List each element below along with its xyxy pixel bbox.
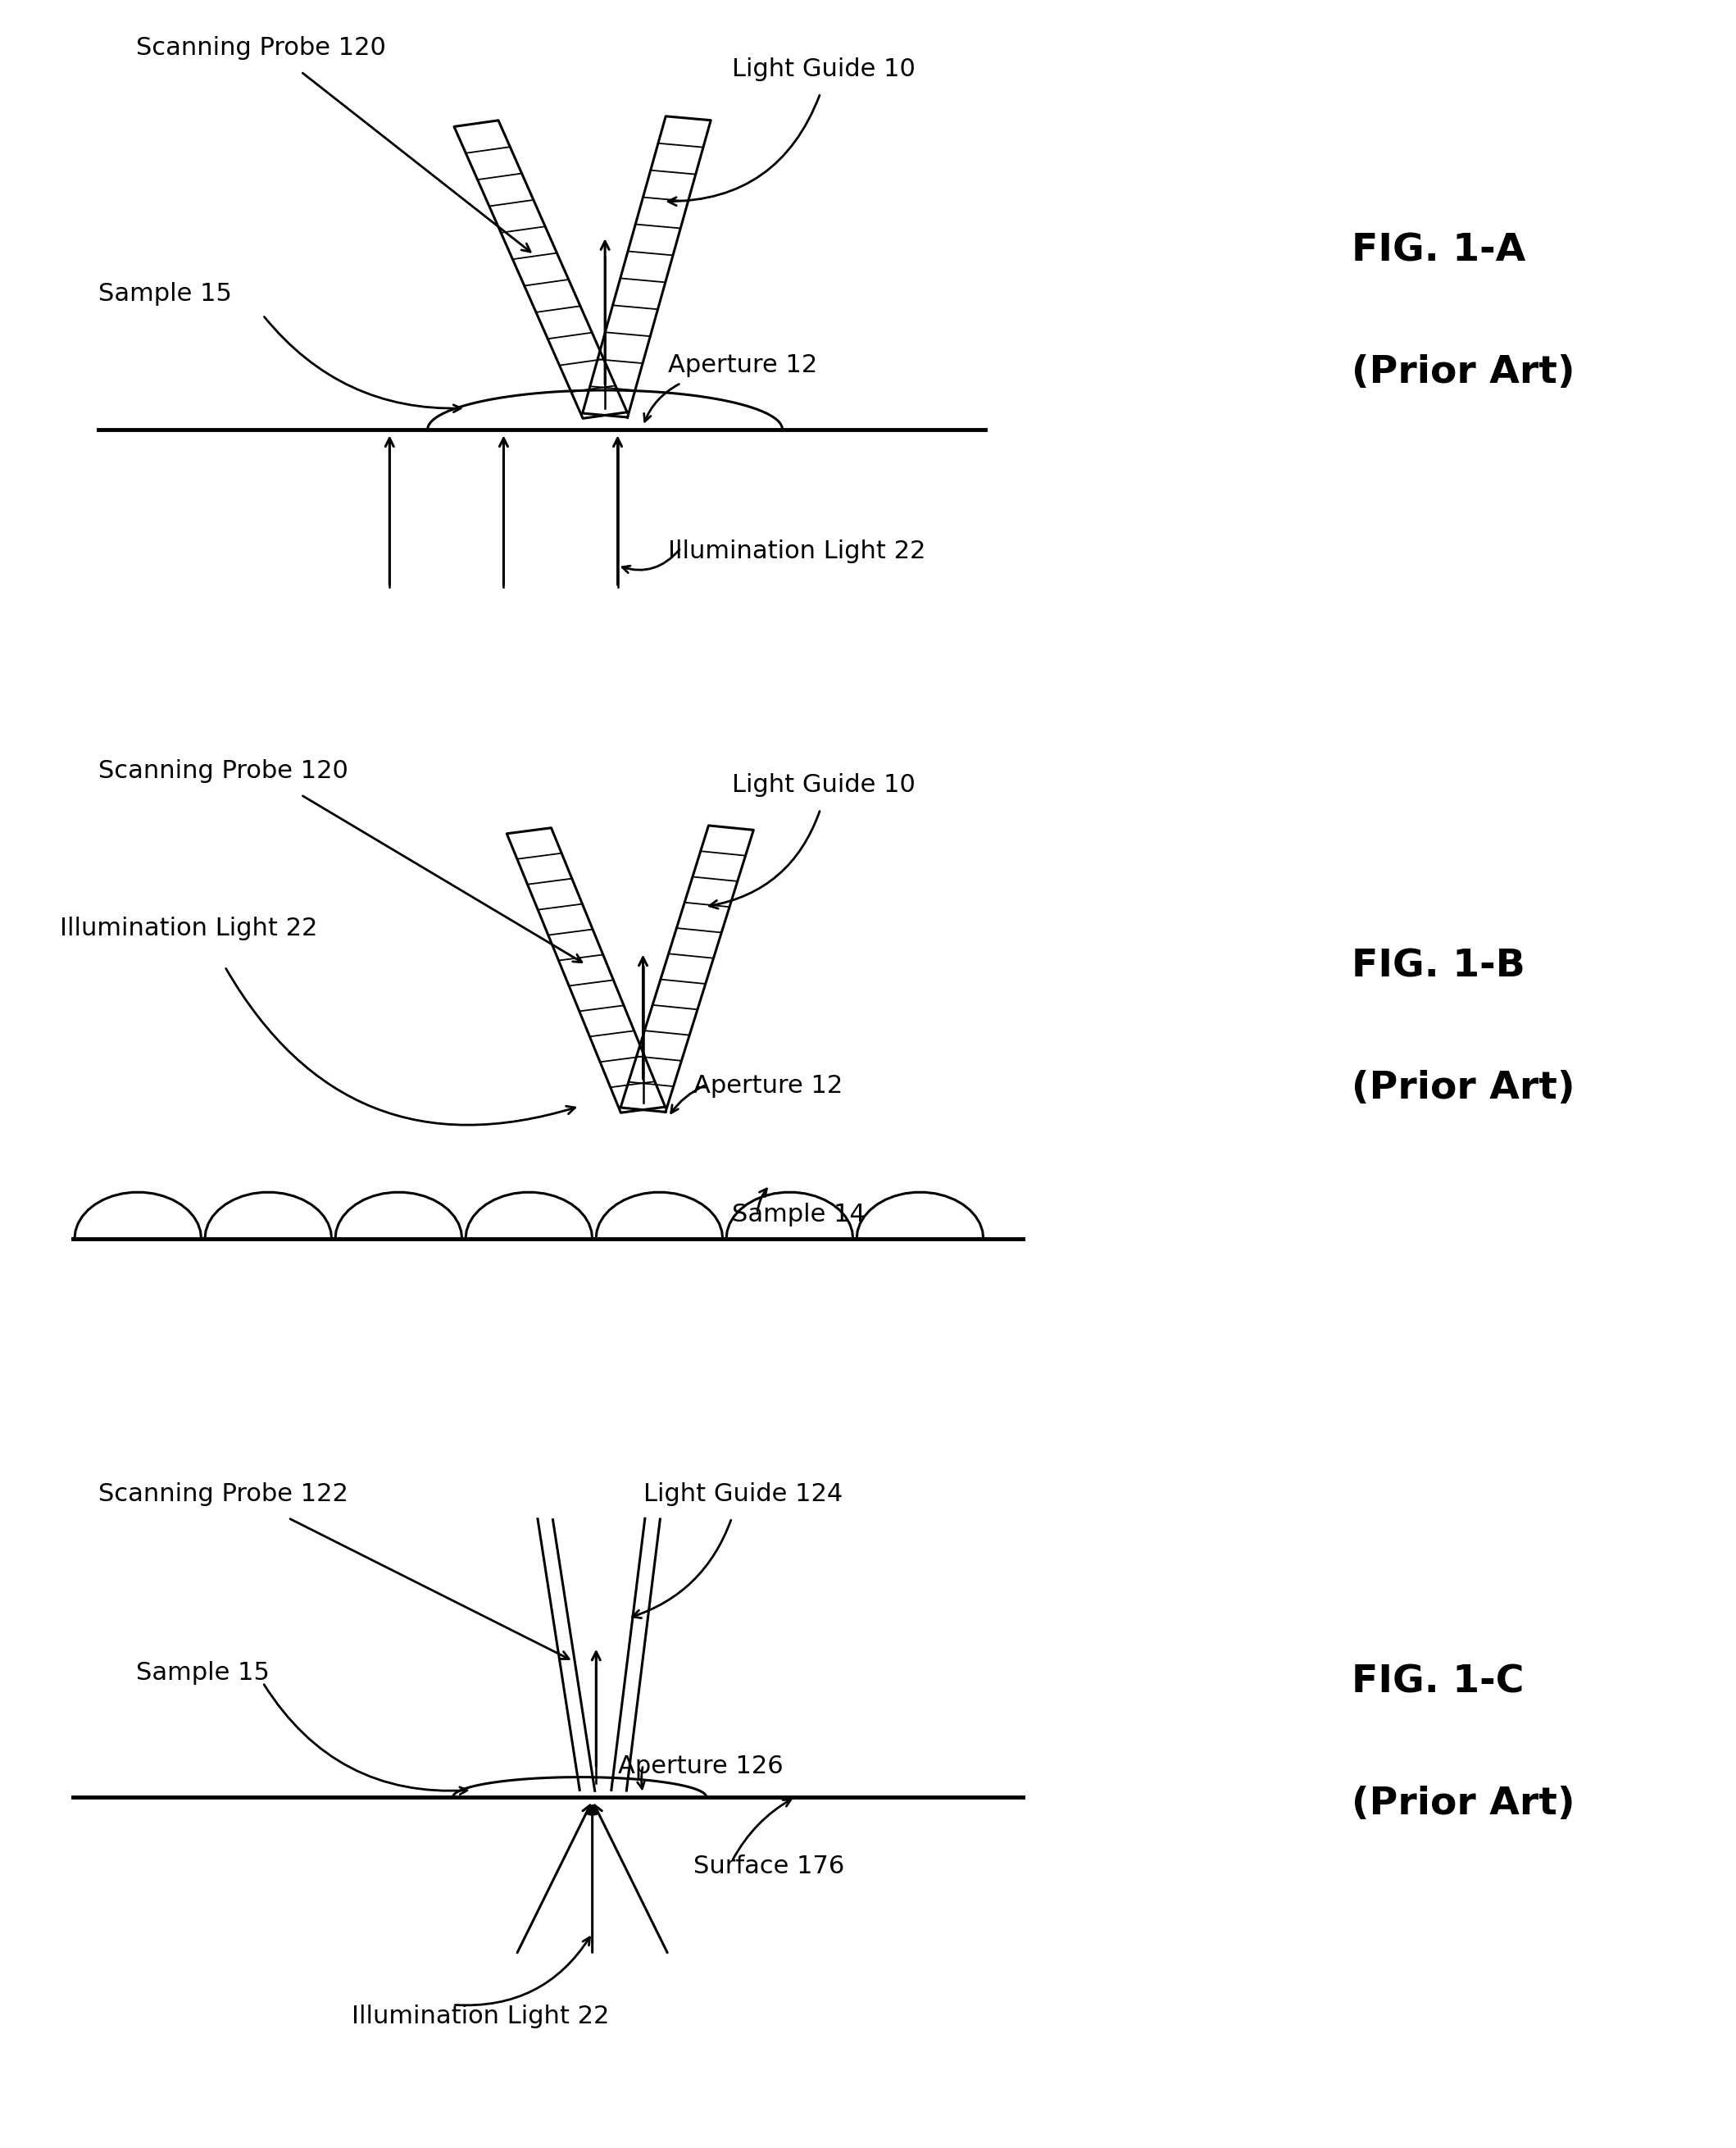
Text: FIG. 1-B: FIG. 1-B: [1351, 947, 1524, 986]
Text: Sample 15: Sample 15: [135, 1660, 269, 1684]
Polygon shape: [620, 825, 753, 1113]
Text: (Prior Art): (Prior Art): [1351, 1070, 1575, 1106]
Text: FIG. 1-C: FIG. 1-C: [1351, 1665, 1524, 1701]
Text: Scanning Probe 122: Scanning Probe 122: [99, 1482, 347, 1506]
Text: Sample 15: Sample 15: [99, 281, 231, 305]
Text: (Prior Art): (Prior Art): [1351, 354, 1575, 391]
Polygon shape: [583, 116, 710, 417]
Text: Sample 14: Sample 14: [733, 1203, 865, 1227]
Text: Aperture 126: Aperture 126: [618, 1755, 783, 1779]
Text: FIG. 1-A: FIG. 1-A: [1351, 232, 1526, 268]
Text: Scanning Probe 120: Scanning Probe 120: [135, 37, 385, 60]
Text: Light Guide 124: Light Guide 124: [642, 1482, 842, 1506]
Text: Light Guide 10: Light Guide 10: [733, 58, 915, 82]
Text: Scanning Probe 120: Scanning Probe 120: [99, 758, 347, 782]
Polygon shape: [507, 827, 665, 1113]
Text: Illumination Light 22: Illumination Light 22: [352, 2004, 609, 2028]
Text: Aperture 12: Aperture 12: [694, 1074, 844, 1098]
Text: Illumination Light 22: Illumination Light 22: [61, 917, 318, 941]
Text: Surface 176: Surface 176: [694, 1854, 845, 1877]
Text: (Prior Art): (Prior Art): [1351, 1785, 1575, 1824]
Text: Light Guide 10: Light Guide 10: [733, 773, 915, 797]
Text: Illumination Light 22: Illumination Light 22: [668, 539, 925, 563]
Text: Aperture 12: Aperture 12: [668, 354, 818, 378]
Polygon shape: [455, 120, 627, 419]
